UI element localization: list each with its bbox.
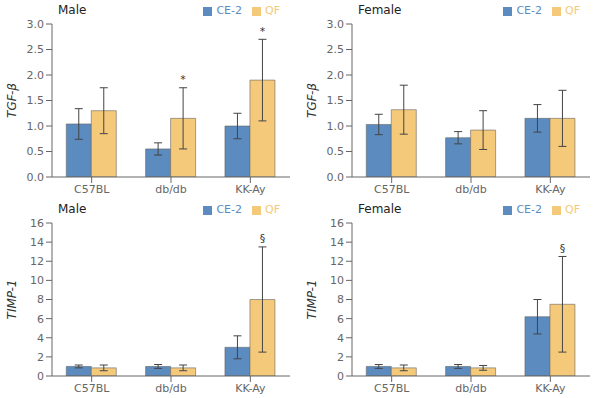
svg-text:TIMP-1: TIMP-1 <box>305 280 319 320</box>
html-text:Male: Male <box>58 202 87 216</box>
svg-text:8: 8 <box>337 293 344 306</box>
svg-text:KK-Ay: KK-Ay <box>535 382 566 395</box>
svg-text:C57BL: C57BL <box>374 183 410 196</box>
svg-text:C57BL: C57BL <box>374 382 410 395</box>
html-text:QF: QF <box>265 203 280 216</box>
svg-text:12: 12 <box>330 255 344 268</box>
svg-text:12: 12 <box>30 255 44 268</box>
html-text:Female: Female <box>358 202 402 216</box>
svg-text:0: 0 <box>37 370 44 383</box>
svg-text:2.5: 2.5 <box>27 43 45 56</box>
svg-text:*: * <box>260 25 266 38</box>
svg-text:10: 10 <box>30 274 44 287</box>
svg-text:2: 2 <box>37 351 44 364</box>
svg-text:TGF-β: TGF-β <box>305 83 319 118</box>
svg-text:2.0: 2.0 <box>327 69 345 82</box>
svg-text:2: 2 <box>337 351 344 364</box>
svg-text:8: 8 <box>37 293 44 306</box>
html-text:CE-2: CE-2 <box>516 4 542 17</box>
svg-text:10: 10 <box>330 274 344 287</box>
svg-text:0.0: 0.0 <box>27 171 45 184</box>
svg-text:1.5: 1.5 <box>27 94 45 107</box>
svg-text:1.0: 1.0 <box>327 120 345 133</box>
svg-text:3.0: 3.0 <box>327 18 345 31</box>
html-text:CE-2: CE-2 <box>216 4 242 17</box>
svg-text:§: § <box>560 242 566 255</box>
svg-text:16: 16 <box>30 217 44 230</box>
svg-text:db/db: db/db <box>455 382 487 395</box>
html-text:CE-2: CE-2 <box>516 203 542 216</box>
svg-text:TIMP-1: TIMP-1 <box>8 280 19 320</box>
svg-text:KK-Ay: KK-Ay <box>235 382 266 395</box>
svg-text:KK-Ay: KK-Ay <box>235 183 266 196</box>
svg-text:TGF-β: TGF-β <box>8 83 19 118</box>
svg-text:db/db: db/db <box>455 183 487 196</box>
svg-text:16: 16 <box>330 217 344 230</box>
html-text:Male: Male <box>58 3 87 17</box>
svg-text:C57BL: C57BL <box>74 382 110 395</box>
svg-text:3.0: 3.0 <box>27 18 45 31</box>
svg-text:§: § <box>260 232 266 245</box>
svg-text:db/db: db/db <box>155 183 187 196</box>
svg-text:0: 0 <box>337 370 344 383</box>
html-text:QF: QF <box>565 4 580 17</box>
html-text:QF: QF <box>265 4 280 17</box>
svg-text:4: 4 <box>337 332 344 345</box>
svg-text:0.5: 0.5 <box>27 145 45 158</box>
svg-text:2.0: 2.0 <box>27 69 45 82</box>
html-text:QF: QF <box>565 203 580 216</box>
svg-text:1.5: 1.5 <box>327 94 345 107</box>
svg-text:C57BL: C57BL <box>74 183 110 196</box>
html-text:CE-2: CE-2 <box>216 203 242 216</box>
svg-text:14: 14 <box>330 236 344 249</box>
svg-text:14: 14 <box>30 236 44 249</box>
html-text:Female: Female <box>358 3 402 17</box>
svg-text:0.0: 0.0 <box>327 171 345 184</box>
svg-text:1.0: 1.0 <box>27 120 45 133</box>
svg-text:6: 6 <box>37 313 44 326</box>
svg-text:4: 4 <box>37 332 44 345</box>
svg-text:0.5: 0.5 <box>327 145 345 158</box>
svg-text:6: 6 <box>337 313 344 326</box>
svg-text:*: * <box>180 73 186 86</box>
svg-text:KK-Ay: KK-Ay <box>535 183 566 196</box>
svg-text:2.5: 2.5 <box>327 43 345 56</box>
svg-text:db/db: db/db <box>155 382 187 395</box>
